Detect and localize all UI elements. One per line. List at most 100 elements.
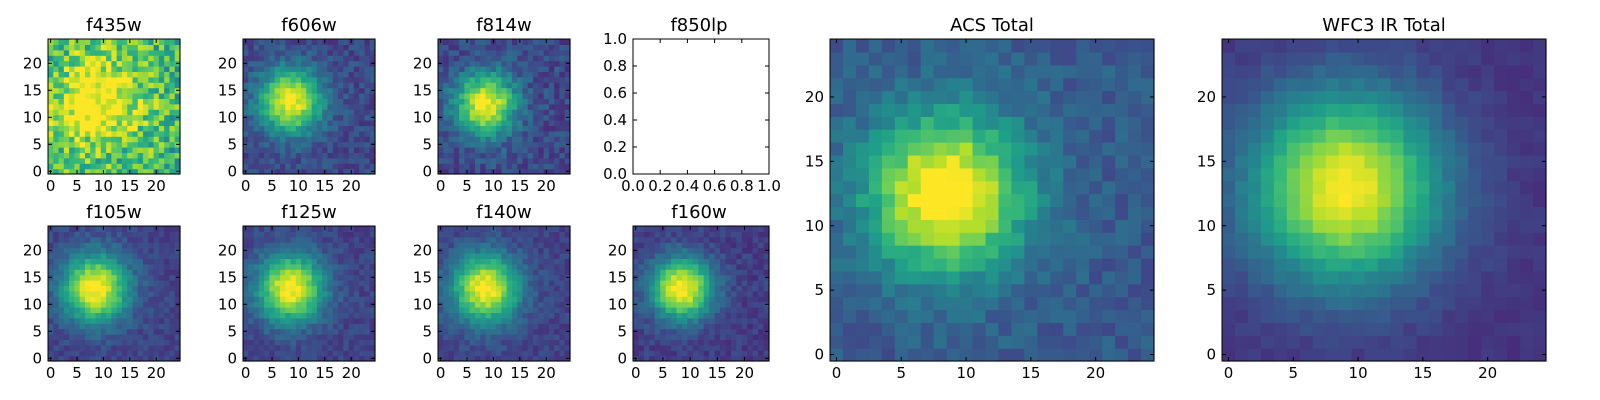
heatmap-cell (527, 152, 534, 159)
heatmap-cell (855, 90, 870, 104)
heatmap-cell (301, 76, 307, 83)
heatmap-cell (1286, 348, 1301, 362)
heatmap-cell (74, 130, 81, 137)
heatmap-cell (295, 147, 302, 153)
x-tick-label: 5 (72, 364, 82, 382)
heatmap-cell (63, 290, 70, 297)
heatmap-cell (359, 274, 366, 281)
heatmap-cell (464, 120, 471, 126)
y-tick-label: 1.0 (603, 30, 627, 48)
heatmap-cell (269, 120, 276, 126)
heatmap-cell (1364, 270, 1379, 285)
heatmap-cell (90, 285, 97, 292)
heatmap-cell (1260, 283, 1275, 298)
heatmap-cell (137, 269, 144, 276)
heatmap-cell (84, 274, 91, 281)
heatmap-cell (559, 130, 566, 137)
heatmap-cell (285, 317, 292, 324)
heatmap-cell (322, 71, 329, 78)
heatmap-cell (1507, 348, 1521, 362)
heatmap-cell (1286, 309, 1301, 323)
heatmap-cell (343, 231, 350, 238)
heatmap-cell (116, 109, 123, 116)
heatmap-cell (1338, 103, 1353, 117)
heatmap-cell (295, 301, 302, 308)
y-tick-label: 0 (1206, 346, 1216, 364)
heatmap-cell (538, 125, 545, 132)
heatmap-cell (343, 242, 350, 249)
heatmap-cell (522, 93, 529, 99)
heatmap-cell (269, 258, 276, 265)
heatmap-cell (842, 103, 857, 117)
heatmap-cell (1338, 348, 1353, 362)
heatmap-cell (369, 103, 376, 110)
x-tick-label: 0 (241, 364, 251, 382)
heatmap-cell (148, 253, 155, 259)
heatmap-cell (480, 39, 487, 45)
heatmap-cell (1455, 309, 1469, 323)
x-tick-label: 5 (72, 177, 82, 195)
heatmap-cell (290, 71, 297, 78)
heatmap-cell (53, 55, 60, 62)
heatmap-cell (111, 120, 118, 126)
heatmap-cell (1377, 348, 1392, 362)
heatmap-cell (474, 44, 481, 51)
heatmap-cell (559, 350, 566, 357)
heatmap-cell (295, 307, 302, 313)
x-tick-label: 15 (315, 364, 334, 382)
heatmap-cell (290, 274, 297, 281)
heatmap-cell (959, 335, 974, 349)
heatmap-cell (338, 231, 344, 238)
heatmap-cell (1533, 232, 1547, 246)
heatmap-cell (290, 152, 297, 159)
heatmap-cell (1312, 154, 1327, 169)
heatmap-cell (1533, 167, 1547, 182)
heatmap-cell (143, 231, 149, 238)
heatmap-cell (343, 280, 350, 286)
heatmap-cell (485, 168, 492, 175)
heatmap-cell (1115, 309, 1129, 323)
heatmap-cell (132, 66, 139, 72)
heatmap-cell (306, 317, 313, 324)
heatmap-cell (153, 103, 160, 110)
heatmap-cell (106, 296, 112, 303)
heatmap-cell (116, 296, 123, 303)
heatmap-cell (533, 312, 539, 319)
heatmap-cell (511, 125, 518, 132)
heatmap-cell (359, 39, 366, 45)
heatmap-cell (148, 312, 155, 319)
heatmap-cell (1481, 283, 1495, 298)
heatmap-cell (496, 87, 502, 94)
heatmap-cell (443, 307, 450, 313)
heatmap-cell (1076, 90, 1090, 104)
heatmap-cell (137, 312, 144, 319)
heatmap-cell (258, 355, 265, 362)
heatmap-cell (1468, 180, 1482, 195)
heatmap-cell (369, 290, 376, 297)
heatmap-cell (137, 226, 144, 232)
heatmap-cell (868, 154, 883, 169)
heatmap-cell (855, 270, 870, 285)
heatmap-cell (1429, 335, 1443, 349)
heatmap-cell (364, 152, 371, 159)
heatmap-cell (264, 120, 270, 126)
heatmap-cell (84, 350, 91, 357)
heatmap-cell (1325, 335, 1340, 349)
heatmap-cell (264, 109, 270, 116)
heatmap-cell (322, 87, 329, 94)
heatmap-cell (474, 125, 481, 132)
heatmap-cell (1089, 232, 1103, 246)
heatmap-cell (169, 285, 176, 292)
heatmap-cell (946, 309, 961, 323)
heatmap-cell (258, 60, 265, 67)
heatmap-cell (830, 245, 844, 259)
heatmap-cell (1377, 180, 1392, 195)
heatmap-cell (1533, 116, 1547, 130)
heatmap-cell (164, 328, 171, 335)
heatmap-cell (306, 76, 313, 83)
heatmap-cell (121, 125, 128, 132)
heatmap-cell (485, 55, 492, 62)
heatmap-cell (972, 142, 987, 156)
heatmap-cell (316, 258, 323, 265)
heatmap-cell (243, 339, 249, 346)
